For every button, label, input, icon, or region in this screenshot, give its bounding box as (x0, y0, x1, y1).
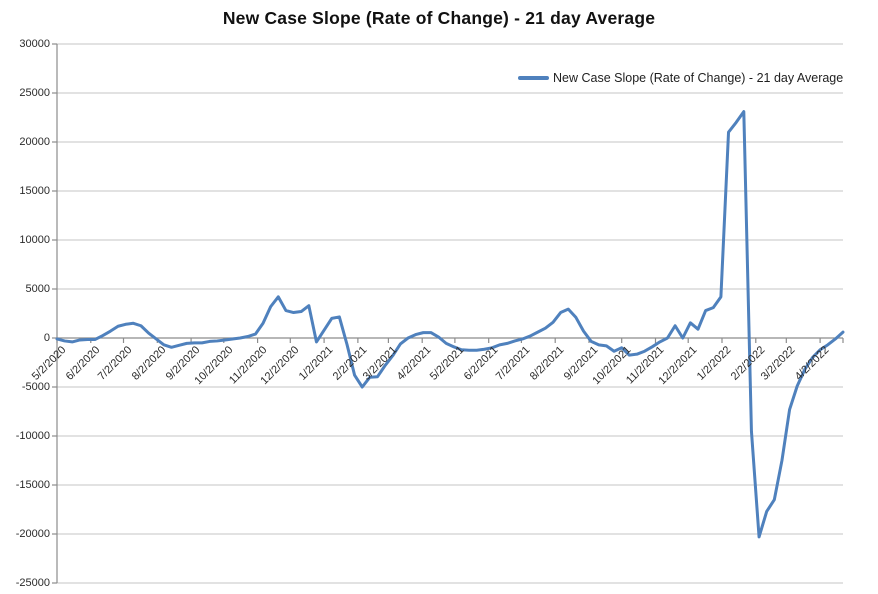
y-axis-label: -5000 (21, 381, 50, 393)
y-axis-label: 5000 (25, 283, 50, 295)
y-axis-label: 30000 (19, 38, 50, 50)
y-axis-label: 0 (43, 332, 50, 344)
legend[interactable]: New Case Slope (Rate of Change) - 21 day… (518, 71, 843, 85)
y-axis-label: 25000 (19, 87, 50, 99)
y-axis-label: -15000 (15, 479, 50, 491)
series-line[interactable] (55, 110, 845, 539)
y-axis-label: -25000 (15, 577, 50, 589)
y-axis-label: 20000 (19, 136, 50, 148)
y-axis-label: -20000 (15, 528, 50, 540)
legend-label: New Case Slope (Rate of Change) - 21 day… (553, 71, 844, 85)
y-axis-label: 15000 (19, 185, 50, 197)
y-axis-label: 10000 (19, 234, 50, 246)
y-axis-label: -10000 (15, 430, 50, 442)
chart-title[interactable]: New Case Slope (Rate of Change) - 21 day… (222, 8, 656, 28)
legend-line-swatch (518, 76, 549, 80)
